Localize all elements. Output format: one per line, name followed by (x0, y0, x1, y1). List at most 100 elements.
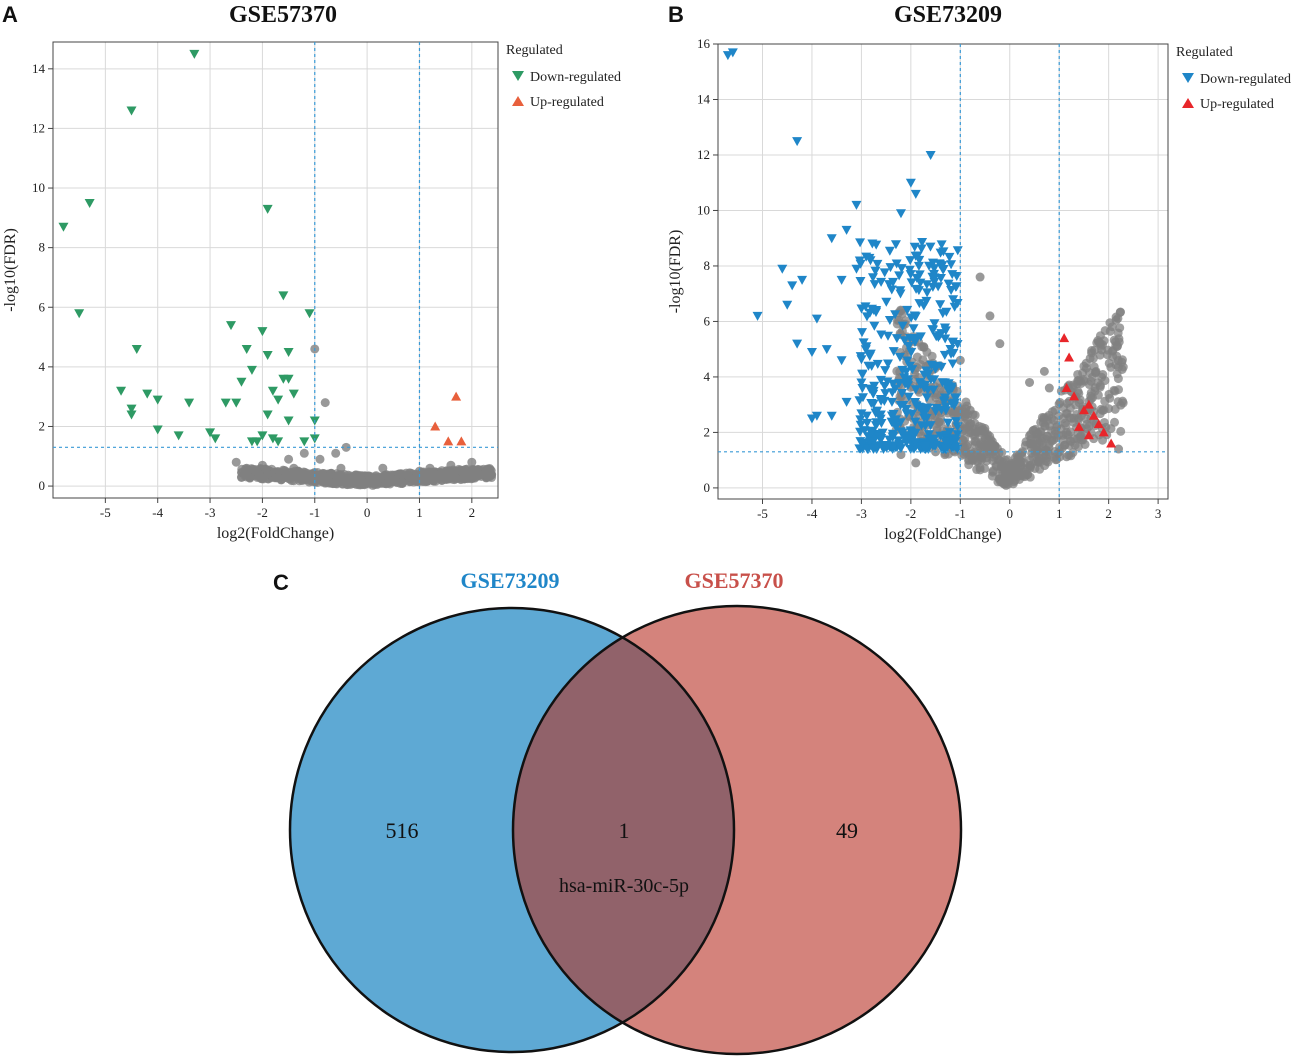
ns-point (1058, 414, 1068, 424)
ns-point (1066, 413, 1076, 423)
down-point (126, 106, 137, 116)
panel-b-letter: B (668, 2, 684, 27)
ns-point (1075, 376, 1085, 386)
ns-point (972, 465, 982, 475)
down-point (910, 398, 921, 408)
down-point (226, 321, 236, 331)
x-tick-label: 2 (469, 505, 476, 520)
down-point (886, 411, 897, 421)
down-point (262, 204, 273, 214)
ns-point (395, 478, 405, 488)
ns-point (1116, 426, 1126, 436)
down-point (870, 421, 881, 431)
down-point (888, 431, 899, 441)
up-point (1083, 399, 1094, 409)
down-point (944, 385, 955, 395)
down-point (925, 150, 936, 160)
down-point (173, 431, 184, 441)
ns-point (456, 475, 466, 485)
ns-point (456, 466, 466, 476)
ns-point (1104, 389, 1114, 399)
down-point (913, 286, 924, 296)
ns-point (1106, 424, 1116, 434)
down-point (856, 378, 867, 388)
down-point (929, 264, 940, 274)
down-point (944, 252, 955, 262)
venn-count-gse73209-only: 516 (386, 818, 419, 843)
ns-point (1113, 355, 1123, 365)
down-point (262, 410, 273, 420)
down-point (262, 350, 273, 360)
down-point (906, 278, 917, 288)
legend-down-label: Down-regulated (1200, 72, 1291, 87)
down-point (126, 410, 137, 420)
ns-point (1062, 427, 1072, 437)
down-point (933, 333, 944, 343)
panel-a-title: GSE57370 (229, 2, 337, 28)
down-point (857, 383, 868, 393)
down-point (904, 265, 915, 275)
up-point (1059, 333, 1070, 343)
ns-point (1024, 455, 1034, 465)
down-point (940, 437, 951, 447)
down-point (897, 321, 908, 331)
ns-point (1036, 453, 1046, 463)
down-point (231, 398, 242, 408)
down-point (880, 366, 891, 376)
plot-frame (717, 43, 1169, 500)
down-point (283, 374, 294, 384)
down-point (278, 291, 289, 301)
up-point (451, 391, 462, 401)
venn-outline-right (511, 604, 963, 1056)
x-tick-label: 3 (1155, 506, 1162, 521)
down-point (950, 393, 961, 403)
down-point (948, 295, 959, 305)
down-point (910, 428, 921, 438)
down-point (883, 359, 894, 369)
ns-point (245, 473, 255, 483)
down-point (905, 256, 916, 266)
down-point (915, 278, 926, 288)
x-axis-label: log2(FoldChange) (884, 526, 1001, 543)
down-point (940, 326, 951, 336)
down-point (922, 288, 933, 298)
down-point (857, 439, 868, 449)
down-point (905, 178, 916, 188)
down-point (903, 392, 914, 402)
down-point (910, 438, 921, 448)
down-point (299, 437, 310, 447)
ns-point (263, 469, 273, 479)
down-point (946, 260, 957, 270)
down-point (952, 339, 963, 349)
down-point (937, 378, 948, 388)
down-point (925, 242, 936, 252)
down-point (826, 234, 837, 244)
ns-point (1095, 380, 1105, 390)
down-point (856, 409, 867, 419)
down-point (927, 325, 938, 335)
down-point (891, 422, 902, 432)
down-point (806, 347, 817, 357)
ns-point (467, 457, 477, 467)
down-point (940, 402, 951, 412)
down-point (915, 332, 926, 342)
down-point (881, 297, 892, 307)
down-point (868, 444, 879, 454)
legend-up-marker (512, 96, 524, 106)
ns-point (1050, 405, 1060, 415)
x-tick-label: -2 (257, 505, 268, 520)
ns-point (404, 472, 414, 482)
down-point (857, 393, 868, 403)
down-point (854, 444, 865, 454)
down-point (935, 431, 946, 441)
down-point (910, 417, 921, 427)
down-point (885, 263, 896, 273)
legend-up-label: Up-regulated (1200, 97, 1274, 112)
ns-point (955, 355, 965, 365)
down-point (752, 311, 763, 321)
down-point (888, 347, 899, 357)
down-point (869, 280, 880, 290)
ns-point (1103, 345, 1113, 355)
ns-point (273, 472, 283, 482)
